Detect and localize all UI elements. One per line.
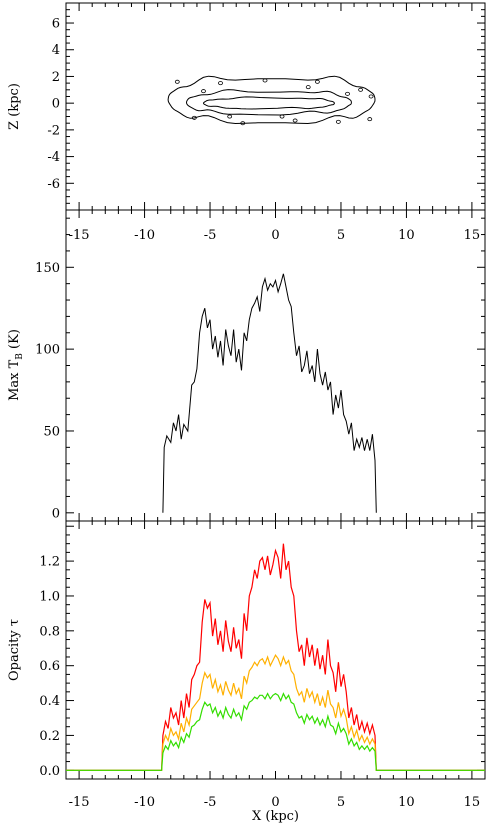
contour-blob [367, 117, 373, 122]
contour-blob [335, 119, 341, 124]
x-tick-label: -5 [204, 795, 217, 810]
y-tick-label: 0.6 [39, 659, 60, 674]
x-tick-label: 0 [271, 795, 279, 810]
contour-blob [240, 121, 246, 126]
opacity-line-3 [66, 692, 485, 771]
x-tick-label: -10 [134, 228, 155, 243]
panel-1-y-axis-label: Z (kpc) [7, 83, 22, 130]
y-tick-label: 0.8 [39, 624, 60, 639]
contour-blob [358, 87, 364, 92]
y-tick-label: 0 [52, 97, 60, 112]
panel-2-y-axis-label: Max TB (K) [7, 329, 25, 401]
panel-z-contour: -6 -4 -2 0 2 4 6 Z (kpc) [7, 2, 486, 211]
y-tick-label: -4 [47, 150, 60, 165]
panel-3-y-axis-label: Opacity τ [7, 619, 22, 681]
panel-3-x-axis-label: X (kpc) [252, 809, 299, 824]
contour-blob [279, 114, 285, 119]
contour-line [167, 75, 376, 125]
contour-blob [305, 85, 311, 90]
panel-3-ticks: -15 -10 -5 0 5 10 15 0.0 0.2 0.4 0.6 0.8 1.0 1.2 [39, 521, 486, 810]
x-tick-label: -15 [69, 228, 90, 243]
x-tick-label: 10 [398, 795, 415, 810]
y-tick-label: 0.0 [39, 764, 60, 779]
contour-line [202, 96, 335, 110]
contour-blob [292, 118, 298, 123]
contour-blob [314, 79, 320, 84]
contour-plot [167, 75, 376, 126]
y-tick-label: 6 [52, 17, 60, 32]
panel-opacity: -15 -10 -5 0 5 10 15 0.0 0.2 0.4 0.6 0.8 1.0 1.2 Opac… [7, 520, 486, 824]
x-tick-label: 15 [464, 795, 481, 810]
contour-blob [345, 91, 350, 96]
y-tick-label: -6 [47, 177, 60, 192]
y-tick-label: 100 [35, 343, 60, 358]
panel-2-frame [65, 209, 486, 522]
x-tick-label: 0 [271, 228, 279, 243]
x-tick-label: 10 [398, 228, 415, 243]
contour-blob [174, 79, 180, 84]
opacity-line-1 [66, 543, 485, 771]
contour-line [185, 89, 352, 116]
y-tick-label: 150 [35, 261, 60, 276]
contour-blob [368, 94, 374, 99]
y-tick-label: 0.4 [39, 694, 60, 709]
contour-blob [218, 81, 223, 86]
y-tick-label: -2 [47, 123, 60, 138]
x-tick-label: -15 [69, 795, 90, 810]
contour-blob [227, 114, 233, 119]
panel-1-ticks: -6 -4 -2 0 2 4 6 [47, 2, 486, 211]
x-tick-label: -10 [134, 795, 155, 810]
max-tb-line [162, 273, 377, 513]
panel-1-frame [65, 2, 486, 211]
x-tick-label: 5 [337, 228, 345, 243]
y-tick-label: 1.2 [39, 555, 60, 570]
contour-blob [201, 89, 206, 94]
x-tick-label: 5 [337, 795, 345, 810]
x-tick-label: 15 [464, 228, 481, 243]
x-tick-label: -5 [204, 228, 217, 243]
y-tick-label: 1.0 [39, 589, 60, 604]
y-tick-label: 0.2 [39, 729, 60, 744]
contour-blob [191, 115, 197, 120]
y-tick-label: 0 [52, 506, 60, 521]
y-tick-label: 2 [52, 70, 60, 85]
panel-3-series [66, 543, 485, 771]
contour-blob [262, 78, 268, 83]
panel-3-frame [65, 520, 486, 780]
panel-2-series [162, 273, 377, 513]
opacity-line-2 [66, 654, 485, 771]
y-tick-label: 4 [52, 43, 60, 58]
y-tick-label: 50 [43, 424, 60, 439]
